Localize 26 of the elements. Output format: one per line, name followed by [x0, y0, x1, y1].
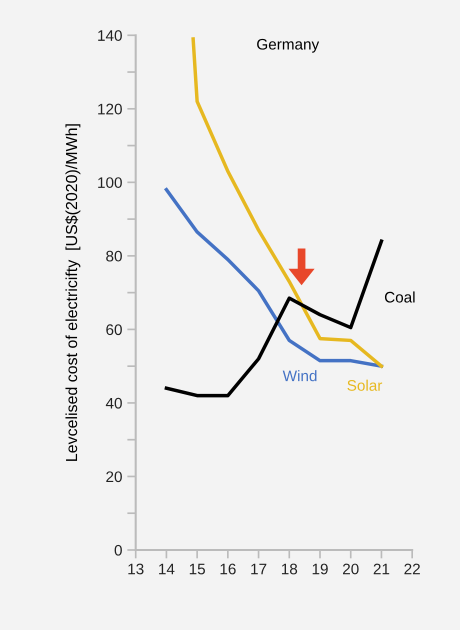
y-tick-label: 120	[98, 104, 122, 114]
x-tick-label: 19	[312, 564, 328, 574]
x-tick-label: 22	[404, 564, 420, 574]
y-tick-label: 0	[114, 544, 122, 556]
x-tick-label: 20	[342, 564, 359, 574]
y-tick-label: 40	[106, 398, 122, 409]
y-tick-label: 20	[106, 471, 122, 482]
line-series	[191, 37, 384, 368]
series-label: Solar	[347, 380, 382, 391]
x-tick-label: 17	[251, 564, 266, 574]
x-tick-label: 14	[159, 564, 174, 574]
y-tick-label: 140	[98, 30, 122, 41]
y-tick-label: 100	[98, 177, 122, 188]
x-tick-label: 13	[128, 564, 144, 574]
y-axis-title: Levcelised cost of electricifty [US$(2020)/MWh]	[65, 124, 80, 461]
series-label: Wind	[282, 370, 316, 382]
y-tick-label: 60	[106, 324, 122, 336]
line-series	[164, 188, 384, 368]
x-tick-label: 16	[220, 564, 236, 574]
line-series	[164, 239, 384, 398]
chart-title: Germany	[257, 38, 320, 53]
x-tick-label: 15	[190, 564, 205, 574]
x-tick-label: 18	[282, 564, 298, 574]
y-tick-label: 80	[106, 250, 122, 262]
x-tick-label: 21	[374, 564, 390, 574]
series-label: Coal	[384, 291, 415, 303]
